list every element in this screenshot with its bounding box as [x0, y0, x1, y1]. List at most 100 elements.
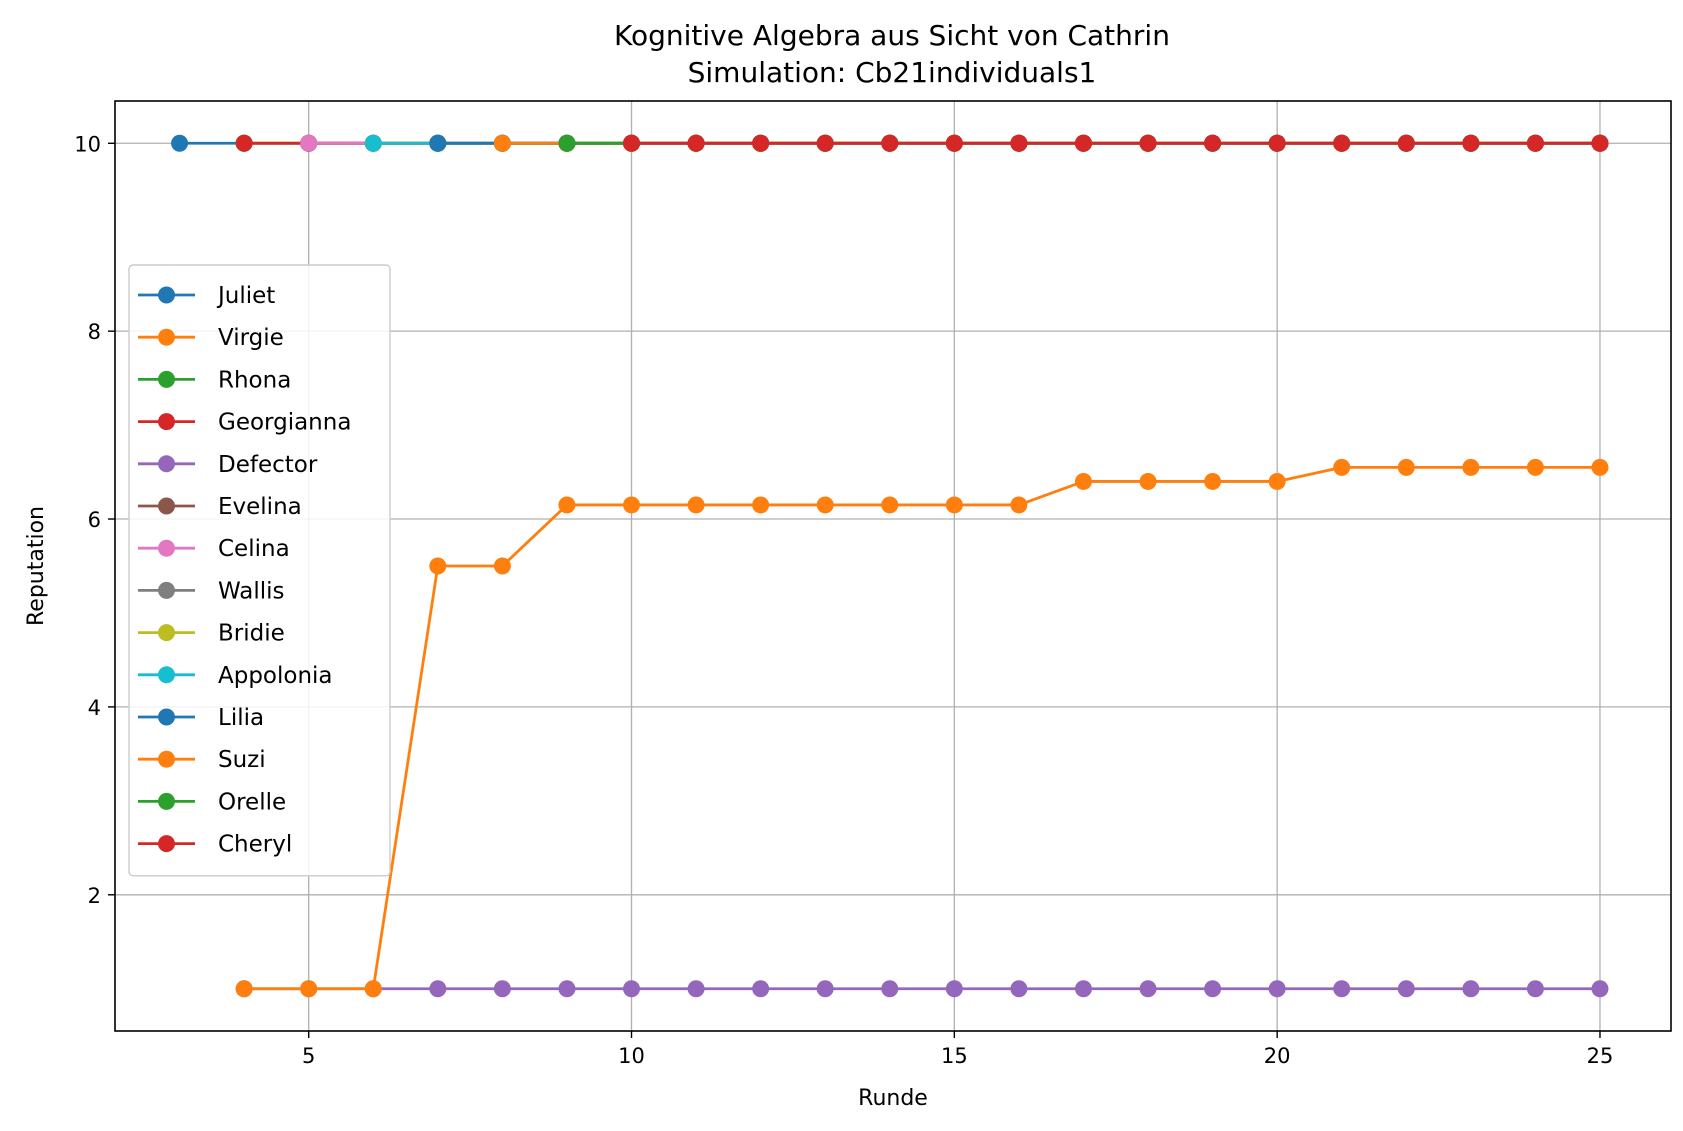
data-point: [235, 134, 253, 152]
data-point: [493, 557, 511, 575]
legend-label: Celina: [218, 536, 290, 562]
legend-label: Rhona: [218, 367, 291, 393]
series-unlabeled-14: [235, 458, 1609, 998]
data-point: [429, 980, 447, 998]
data-point: [1591, 458, 1609, 476]
data-point: [1333, 134, 1351, 152]
y-tick-label: 10: [74, 132, 101, 156]
legend-item-wallis: Wallis: [138, 578, 285, 604]
data-point: [364, 980, 382, 998]
data-point: [945, 496, 963, 514]
data-point: [623, 980, 641, 998]
legend-marker: [158, 666, 175, 684]
series-lines: [171, 134, 1609, 998]
data-point: [1397, 980, 1415, 998]
legend-label: Georgianna: [218, 410, 351, 436]
legend-item-celina: Celina: [138, 536, 290, 562]
data-point: [816, 496, 834, 514]
data-point: [558, 134, 576, 152]
legend-item-suzi: Suzi: [138, 747, 266, 773]
y-tick-label: 6: [88, 508, 101, 532]
data-point: [1591, 134, 1609, 152]
legend-label: Suzi: [218, 747, 266, 773]
x-axis-label: Runde: [858, 1086, 928, 1111]
data-point: [1204, 472, 1222, 490]
data-point: [429, 134, 447, 152]
legend-item-cheryl: Cheryl: [138, 832, 292, 858]
chart-subtitle: Simulation: Cb21individuals1: [688, 56, 1097, 89]
axis-ticks: 5 10 15 20 25 2 4 6 8 10: [74, 132, 1613, 1068]
chart-title: Kognitive Algebra aus Sicht von Cathrin: [614, 19, 1170, 52]
legend-marker: [158, 286, 175, 304]
legend-label: Orelle: [218, 789, 286, 815]
legend-label: Evelina: [218, 494, 302, 520]
legend-item-lilia: Lilia: [138, 705, 264, 731]
data-point: [881, 134, 899, 152]
data-point: [1074, 134, 1092, 152]
data-point: [816, 980, 834, 998]
legend-marker: [158, 835, 175, 853]
x-tick-label: 20: [1264, 1044, 1291, 1068]
data-point: [1526, 980, 1544, 998]
data-point: [558, 496, 576, 514]
data-point: [945, 980, 963, 998]
data-point: [687, 134, 705, 152]
data-point: [816, 134, 834, 152]
series-cheryl: [623, 134, 1609, 152]
data-point: [1591, 980, 1609, 998]
legend-marker: [158, 328, 175, 346]
data-point: [1462, 980, 1480, 998]
data-point: [429, 557, 447, 575]
legend-marker: [158, 792, 175, 810]
data-point: [364, 134, 382, 152]
data-point: [300, 134, 318, 152]
x-tick-label: 5: [302, 1044, 315, 1068]
data-point: [1397, 134, 1415, 152]
data-point: [1139, 134, 1157, 152]
legend-item-appolonia: Appolonia: [138, 663, 333, 689]
data-point: [235, 980, 253, 998]
legend-marker: [158, 750, 175, 768]
legend-marker: [158, 455, 175, 473]
plot-area-frame: [114, 100, 1672, 1032]
data-point: [1010, 980, 1028, 998]
legend-item-evelina: Evelina: [138, 494, 302, 520]
data-point: [1010, 496, 1028, 514]
legend-label: Lilia: [218, 705, 264, 731]
data-point: [1010, 134, 1028, 152]
data-point: [1462, 458, 1480, 476]
x-tick-label: 25: [1587, 1044, 1614, 1068]
data-point: [493, 980, 511, 998]
data-point: [687, 496, 705, 514]
x-tick-label: 10: [618, 1044, 645, 1068]
legend-marker: [158, 413, 175, 431]
data-point: [752, 134, 770, 152]
legend-item-bridie: Bridie: [138, 621, 285, 647]
data-point: [687, 980, 705, 998]
legend-item-juliet: Juliet: [138, 283, 275, 309]
data-point: [1526, 458, 1544, 476]
data-point: [300, 980, 318, 998]
data-point: [1139, 472, 1157, 490]
legend-label: Defector: [218, 452, 318, 478]
data-point: [1526, 134, 1544, 152]
y-axis-label: Reputation: [24, 506, 49, 626]
data-point: [1074, 980, 1092, 998]
data-point: [945, 134, 963, 152]
legend-item-orelle: Orelle: [138, 789, 286, 815]
x-tick-label: 15: [941, 1044, 968, 1068]
legend-label: Bridie: [218, 621, 285, 647]
legend-label: Virgie: [218, 325, 284, 351]
data-point: [558, 980, 576, 998]
legend-label: Appolonia: [218, 663, 333, 689]
data-point: [881, 980, 899, 998]
data-point: [1397, 458, 1415, 476]
data-point: [171, 134, 189, 152]
series-defector: [235, 980, 1609, 998]
series-line: [244, 465, 1600, 991]
y-tick-label: 2: [88, 884, 101, 908]
legend-marker: [158, 581, 175, 599]
data-point: [1074, 472, 1092, 490]
data-point: [881, 496, 899, 514]
data-point: [1204, 980, 1222, 998]
